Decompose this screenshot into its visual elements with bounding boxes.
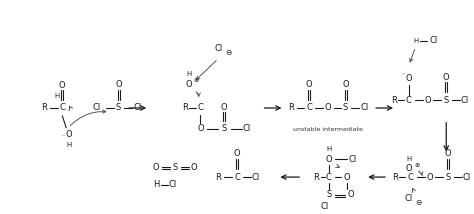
Text: H: H (406, 156, 411, 162)
Text: ⊖: ⊖ (415, 198, 422, 207)
Text: S: S (172, 163, 177, 172)
Text: Cl: Cl (321, 202, 329, 211)
Text: S: S (343, 104, 348, 113)
Text: Cl: Cl (360, 104, 368, 113)
Text: unstable intermediate: unstable intermediate (293, 127, 363, 132)
Text: C: C (408, 172, 414, 181)
Text: O: O (445, 149, 452, 158)
Text: O: O (221, 103, 228, 111)
Text: C: C (198, 104, 203, 113)
Text: Cl: Cl (252, 172, 260, 181)
Text: O: O (306, 80, 312, 89)
Text: Cl: Cl (348, 155, 356, 164)
Text: O: O (426, 172, 433, 181)
Text: R: R (313, 172, 319, 181)
Text: C: C (59, 104, 65, 113)
Text: O: O (234, 149, 240, 158)
Text: O: O (59, 81, 65, 90)
Text: O: O (326, 155, 332, 164)
Text: O: O (347, 190, 354, 199)
Text: S: S (221, 124, 227, 133)
Text: Cl: Cl (243, 124, 251, 133)
Text: R: R (392, 172, 398, 181)
Text: S: S (326, 190, 331, 199)
Text: R: R (391, 96, 397, 105)
Text: R: R (182, 104, 188, 113)
Text: O: O (343, 172, 350, 181)
Text: H: H (153, 180, 159, 189)
Text: ⊕: ⊕ (194, 78, 199, 83)
Text: O: O (66, 130, 73, 139)
Text: O: O (190, 163, 197, 172)
Text: ⊖: ⊖ (225, 48, 231, 57)
Text: O: O (153, 163, 159, 172)
Text: H: H (66, 141, 72, 147)
Text: O: O (443, 73, 449, 82)
Text: R: R (288, 104, 294, 113)
Text: Cl: Cl (461, 96, 469, 105)
Text: ⊕: ⊕ (414, 163, 419, 168)
Text: O: O (405, 74, 412, 83)
Text: Cl: Cl (429, 36, 438, 45)
Text: Cl: Cl (133, 104, 141, 113)
Text: S: S (444, 96, 449, 105)
Text: H: H (326, 146, 331, 152)
Text: C: C (406, 96, 412, 105)
Text: H: H (186, 71, 191, 77)
Text: O: O (115, 80, 122, 89)
Text: O: O (197, 124, 204, 133)
Text: Cl: Cl (405, 194, 413, 203)
Text: O: O (342, 80, 349, 89)
Text: Cl: Cl (93, 104, 101, 113)
Text: O: O (325, 104, 331, 113)
Text: Cl: Cl (169, 180, 177, 189)
Text: Cl: Cl (463, 172, 471, 181)
Text: ..: .. (402, 70, 406, 75)
Text: Cl: Cl (214, 44, 222, 53)
Text: O: O (405, 164, 412, 173)
Text: O: O (185, 80, 192, 89)
Text: S: S (116, 104, 121, 113)
Text: C: C (326, 172, 332, 181)
Text: C: C (306, 104, 312, 113)
Text: S: S (446, 172, 451, 181)
Text: R: R (42, 104, 47, 113)
Text: ..: .. (61, 132, 65, 137)
Text: R: R (215, 172, 221, 181)
Text: O: O (424, 96, 431, 105)
Text: H: H (413, 38, 418, 44)
Text: C: C (234, 172, 240, 181)
Text: H: H (55, 93, 60, 99)
